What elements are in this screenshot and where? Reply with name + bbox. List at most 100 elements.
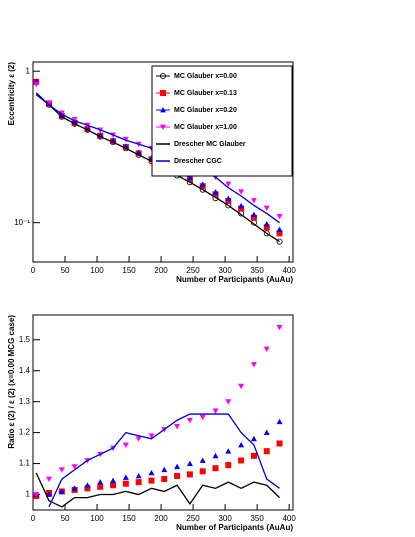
marker bbox=[186, 460, 193, 466]
marker bbox=[160, 90, 166, 96]
y-tick-label: 1 bbox=[26, 66, 31, 75]
x-tick-label: 350 bbox=[250, 514, 264, 523]
y-tick-label: 1.1 bbox=[19, 459, 31, 468]
plot-frame bbox=[32, 61, 294, 263]
marker bbox=[71, 117, 78, 123]
marker bbox=[225, 462, 232, 469]
marker bbox=[238, 189, 245, 195]
y-axis-title: Ratio ε (2) / ε (2) (x=0.00 MCG case) bbox=[7, 315, 16, 449]
marker bbox=[212, 452, 219, 459]
marker bbox=[186, 417, 193, 424]
marker bbox=[58, 110, 65, 116]
x-tick-label: 400 bbox=[282, 266, 296, 275]
legend-label: MC Glauber x=1.00 bbox=[174, 124, 237, 131]
marker bbox=[225, 448, 232, 454]
marker bbox=[46, 491, 53, 497]
y-axis-title: Eccentricity ε (2) bbox=[7, 62, 16, 126]
marker bbox=[276, 418, 283, 425]
marker bbox=[250, 198, 257, 204]
marker bbox=[122, 474, 129, 480]
x-tick-label: 200 bbox=[154, 266, 168, 275]
marker bbox=[97, 479, 104, 485]
marker bbox=[174, 472, 181, 479]
marker bbox=[276, 214, 283, 220]
marker bbox=[225, 181, 232, 188]
marker bbox=[212, 465, 219, 472]
plot-frame bbox=[32, 314, 294, 511]
x-tick-label: 0 bbox=[31, 266, 36, 275]
x-tick-label: 250 bbox=[186, 514, 200, 523]
x-tick-label: 250 bbox=[186, 266, 200, 275]
marker bbox=[212, 408, 219, 414]
marker bbox=[71, 485, 78, 491]
marker bbox=[160, 124, 166, 130]
x-axis-title: Number of Participants (AuAu) bbox=[176, 523, 293, 532]
marker bbox=[250, 452, 257, 459]
legend-label: MC Glauber x=0.00 bbox=[174, 73, 237, 80]
marker bbox=[263, 224, 270, 231]
x-tick-label: 150 bbox=[122, 514, 136, 523]
marker bbox=[161, 466, 168, 473]
marker bbox=[174, 424, 181, 430]
marker bbox=[250, 214, 257, 221]
marker bbox=[135, 436, 142, 442]
marker bbox=[250, 435, 257, 442]
y-tick-label: 10⁻¹ bbox=[14, 218, 30, 227]
x-tick-label: 300 bbox=[218, 266, 232, 275]
marker bbox=[238, 383, 245, 390]
x-axis-title: Number of Participants (AuAu) bbox=[176, 275, 293, 284]
marker bbox=[159, 73, 166, 80]
x-tick-label: 100 bbox=[90, 514, 104, 523]
marker bbox=[46, 476, 53, 483]
y-tick-label: 1.3 bbox=[19, 397, 31, 406]
marker bbox=[199, 457, 206, 463]
marker bbox=[84, 485, 91, 492]
legend-label: Drescher MC Glauber bbox=[174, 141, 246, 148]
marker bbox=[33, 492, 40, 498]
marker bbox=[122, 442, 129, 448]
marker bbox=[110, 482, 117, 489]
marker bbox=[199, 468, 206, 475]
marker bbox=[276, 324, 283, 331]
marker bbox=[238, 442, 245, 448]
marker bbox=[58, 467, 65, 473]
x-tick-label: 300 bbox=[218, 514, 232, 523]
legend-label: Drescher CGC bbox=[174, 158, 222, 165]
marker bbox=[263, 346, 270, 353]
marker bbox=[186, 471, 193, 478]
x-tick-label: 50 bbox=[61, 266, 70, 275]
marker bbox=[135, 472, 142, 479]
marker bbox=[46, 100, 53, 106]
marker bbox=[238, 205, 245, 212]
marker bbox=[161, 476, 168, 483]
x-tick-label: 150 bbox=[122, 266, 136, 275]
marker bbox=[276, 238, 283, 245]
legend-box bbox=[151, 65, 293, 177]
marker bbox=[148, 469, 155, 476]
marker bbox=[225, 195, 232, 202]
y-tick-label: 1.5 bbox=[19, 335, 31, 344]
series-line bbox=[48, 413, 280, 508]
marker bbox=[238, 457, 245, 464]
marker bbox=[199, 414, 206, 421]
x-tick-label: 200 bbox=[154, 514, 168, 523]
y-tick-label: 1.2 bbox=[19, 428, 31, 437]
marker bbox=[238, 202, 245, 209]
marker bbox=[263, 429, 270, 436]
legend-label: MC Glauber x=0.13 bbox=[174, 90, 237, 97]
marker bbox=[263, 230, 270, 237]
marker bbox=[84, 482, 91, 488]
y-tick-label: 1.4 bbox=[19, 366, 31, 375]
marker bbox=[263, 448, 270, 455]
marker bbox=[212, 189, 219, 195]
marker bbox=[225, 399, 232, 405]
marker bbox=[122, 480, 129, 487]
marker bbox=[276, 440, 283, 447]
x-tick-label: 0 bbox=[31, 514, 36, 523]
marker bbox=[33, 81, 40, 88]
marker bbox=[263, 205, 270, 211]
marker bbox=[276, 230, 283, 237]
marker bbox=[174, 463, 181, 470]
marker bbox=[110, 477, 117, 483]
